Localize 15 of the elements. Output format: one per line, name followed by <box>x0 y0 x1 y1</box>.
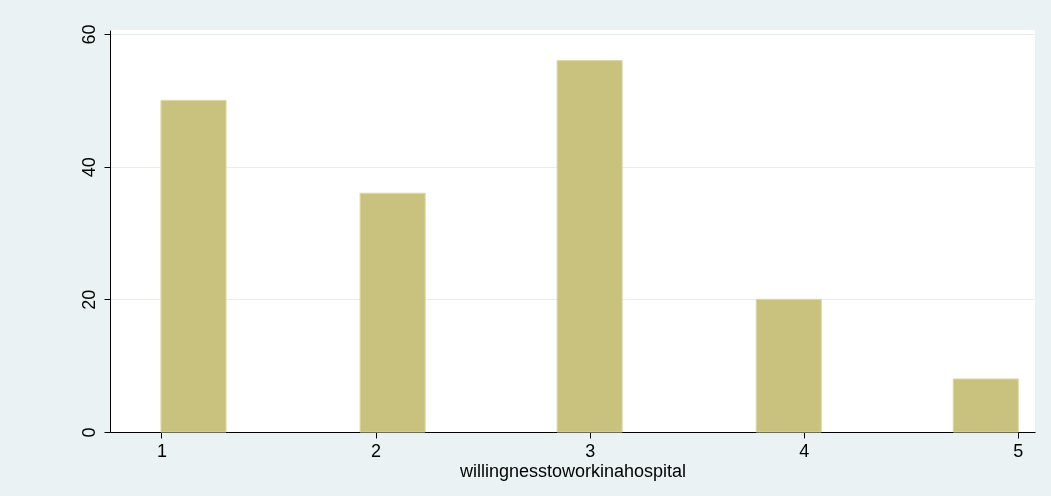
y-tick-label: 0 <box>78 427 99 438</box>
x-axis-title: willingnesstoworkinahospital <box>458 460 687 481</box>
x-tick-label: 3 <box>585 440 596 461</box>
x-tick-label: 5 <box>1013 440 1024 461</box>
bar <box>556 60 623 433</box>
bar <box>160 99 227 433</box>
y-tick-label: 40 <box>78 157 99 178</box>
bar <box>755 298 822 433</box>
y-tick-label: 60 <box>78 24 99 45</box>
bar <box>359 192 426 433</box>
bar <box>952 378 1019 433</box>
x-tick-label: 2 <box>371 440 382 461</box>
x-tick-label: 1 <box>156 440 167 461</box>
y-tick-label: 20 <box>78 289 99 310</box>
x-tick-label: 4 <box>799 440 810 461</box>
